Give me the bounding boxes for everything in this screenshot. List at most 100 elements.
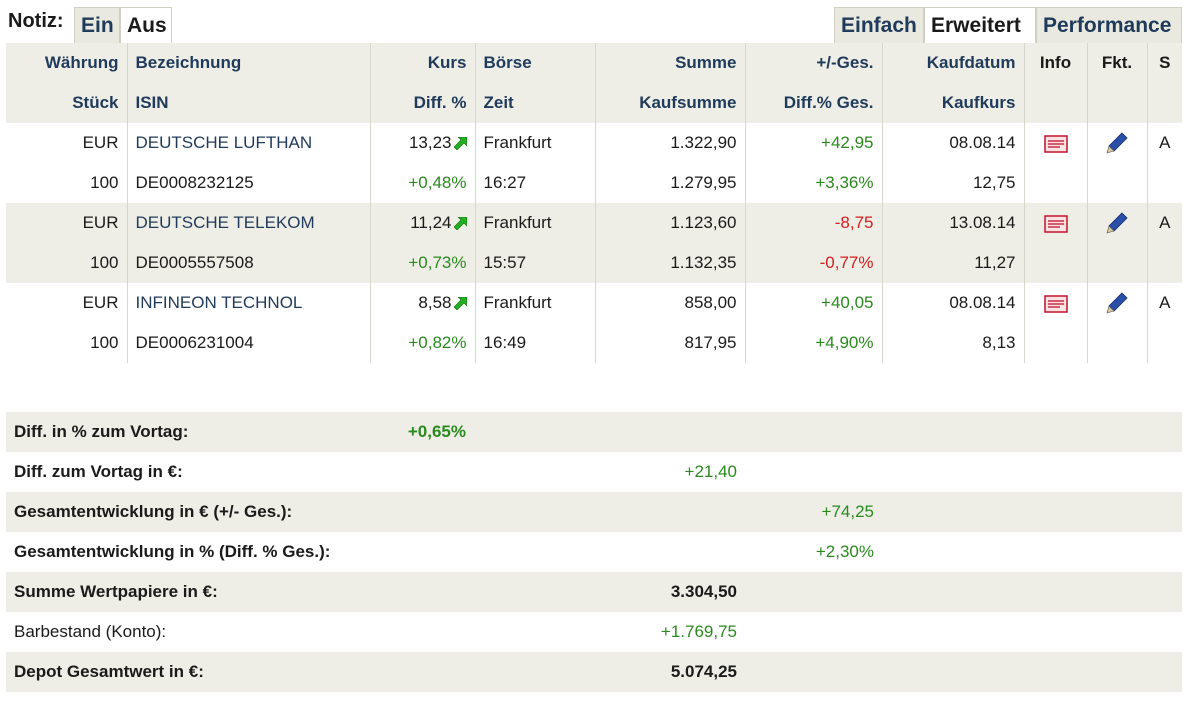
summary-gesamt-eur: Gesamtentwicklung in € (+/- Ges.): +74,2… bbox=[6, 492, 1182, 532]
header-empty bbox=[1023, 83, 1087, 123]
security-name-link[interactable]: DEUTSCHE TELEKOM bbox=[126, 203, 370, 243]
header-row-1: Währung Bezeichnung Kurs Börse Summe +/-… bbox=[6, 43, 1182, 83]
info-cell bbox=[1023, 203, 1087, 243]
info-document-icon[interactable] bbox=[1043, 294, 1068, 313]
notiz-ein-tab[interactable]: Ein bbox=[74, 7, 120, 43]
summary-value: +21,40 bbox=[684, 462, 737, 481]
header-fkt: Fkt. bbox=[1086, 43, 1147, 83]
summe-cell: 858,00 bbox=[594, 283, 745, 323]
header-kurs[interactable]: Kurs bbox=[369, 43, 475, 83]
header-bezeichnung[interactable]: Bezeichnung bbox=[126, 43, 370, 83]
currency-cell: EUR bbox=[82, 293, 119, 312]
summary-label: Barbestand (Konto): bbox=[14, 622, 167, 641]
kaufsumme-cell: 817,95 bbox=[594, 323, 745, 363]
header-stueck[interactable]: Stück bbox=[72, 93, 119, 112]
view-tab-einfach[interactable]: Einfach bbox=[834, 7, 924, 43]
empty-cell bbox=[1023, 323, 1087, 363]
diff-cell: +0,82% bbox=[369, 323, 475, 363]
summe-cell: 1.322,90 bbox=[594, 123, 745, 163]
qty-cell: 100 bbox=[90, 333, 119, 352]
summe-cell: 1.123,60 bbox=[594, 203, 745, 243]
edit-cell bbox=[1086, 123, 1147, 163]
kurs-value: 13,23 bbox=[408, 133, 452, 152]
exchange-cell: Frankfurt bbox=[474, 283, 595, 323]
info-cell bbox=[1023, 283, 1087, 323]
position-row-top: EUR DEUTSCHE TELEKOM 11,24 Frankfurt 1.123,6… bbox=[6, 203, 1182, 243]
summary-diff-vortag-eur: Diff. zum Vortag in €: +21,40 bbox=[6, 452, 1182, 492]
header-kaufdatum[interactable]: Kaufdatum bbox=[881, 43, 1024, 83]
kurs-value: 8,58 bbox=[418, 293, 452, 312]
s-cell: A bbox=[1146, 123, 1182, 163]
header-diff[interactable]: Diff. % bbox=[369, 83, 475, 123]
diff-cell: +0,73% bbox=[369, 243, 475, 283]
position-row-bottom: 100 DE0005557508 +0,73% 15:57 1.132,35 -0,77%… bbox=[6, 243, 1182, 283]
summary-label: Gesamtentwicklung in % (Diff. % Ges.): bbox=[14, 542, 331, 561]
top-bar: Notiz: Ein Aus Einfach Erweitert Perform… bbox=[0, 0, 1194, 44]
pencil-icon[interactable] bbox=[1106, 132, 1128, 154]
header-summe[interactable]: Summe bbox=[594, 43, 745, 83]
exchange-cell: Frankfurt bbox=[474, 203, 595, 243]
info-document-icon[interactable] bbox=[1043, 214, 1068, 233]
header-boerse[interactable]: Börse bbox=[474, 43, 595, 83]
position-row-top: EUR DEUTSCHE LUFTHAN 13,23 Frankfurt 1.322,9… bbox=[6, 123, 1182, 163]
isin-cell: DE0008232125 bbox=[126, 163, 370, 203]
edit-cell bbox=[1086, 283, 1147, 323]
view-tab-performance[interactable]: Performance bbox=[1036, 7, 1182, 43]
notiz-label: Notiz: bbox=[8, 10, 64, 32]
notiz-aus-tab[interactable]: Aus bbox=[120, 7, 172, 43]
kaufdatum-cell: 13.08.14 bbox=[881, 203, 1024, 243]
view-tab-erweitert[interactable]: Erweitert bbox=[924, 7, 1036, 43]
time-cell: 15:57 bbox=[474, 243, 595, 283]
pencil-icon[interactable] bbox=[1106, 292, 1128, 314]
security-name-link[interactable]: INFINEON TECHNOL bbox=[126, 283, 370, 323]
header-row-2: Stück ISIN Diff. % Zeit Kaufsumme Diff.%… bbox=[6, 83, 1182, 123]
security-name-link[interactable]: DEUTSCHE LUFTHAN bbox=[126, 123, 370, 163]
ges-cell: +42,95 bbox=[744, 123, 882, 163]
summary-section: Diff. in % zum Vortag: +0,65% Diff. zum … bbox=[6, 412, 1182, 692]
isin-cell: DE0005557508 bbox=[126, 243, 370, 283]
s-cell: A bbox=[1146, 203, 1182, 243]
summary-label: Gesamtentwicklung in € (+/- Ges.): bbox=[14, 502, 293, 521]
arrow-up-right-icon bbox=[453, 217, 467, 231]
time-cell: 16:49 bbox=[474, 323, 595, 363]
header-kaufkurs[interactable]: Kaufkurs bbox=[881, 83, 1024, 123]
portfolio-table: Währung Bezeichnung Kurs Börse Summe +/-… bbox=[6, 43, 1182, 363]
header-kaufsumme[interactable]: Kaufsumme bbox=[594, 83, 745, 123]
summary-depot-gesamtwert: Depot Gesamtwert in €: 5.074,25 bbox=[6, 652, 1182, 692]
time-cell: 16:27 bbox=[474, 163, 595, 203]
summary-value: +1.769,75 bbox=[660, 622, 737, 641]
summary-barbestand: Barbestand (Konto): +1.769,75 bbox=[6, 612, 1182, 652]
exchange-cell: Frankfurt bbox=[474, 123, 595, 163]
diff-ges-cell: -0,77% bbox=[744, 243, 882, 283]
arrow-up-right-icon bbox=[453, 137, 467, 151]
info-document-icon[interactable] bbox=[1043, 134, 1068, 153]
empty-cell bbox=[1146, 163, 1182, 203]
empty-cell bbox=[1023, 163, 1087, 203]
position-row-top: EUR INFINEON TECHNOL 8,58 Frankfurt 858,00 +4… bbox=[6, 283, 1182, 323]
summary-value: 5.074,25 bbox=[670, 662, 737, 681]
header-zeit[interactable]: Zeit bbox=[474, 83, 595, 123]
currency-cell: EUR bbox=[82, 133, 119, 152]
kaufkurs-cell: 12,75 bbox=[881, 163, 1024, 203]
kurs-cell: 11,24 bbox=[369, 203, 475, 243]
kurs-cell: 13,23 bbox=[369, 123, 475, 163]
pencil-icon[interactable] bbox=[1106, 212, 1128, 234]
info-cell bbox=[1023, 123, 1087, 163]
kaufsumme-cell: 1.279,95 bbox=[594, 163, 745, 203]
header-diff-ges[interactable]: Diff.% Ges. bbox=[744, 83, 882, 123]
header-ges[interactable]: +/-Ges. bbox=[744, 43, 882, 83]
header-waehrung[interactable]: Währung bbox=[44, 53, 119, 72]
header-s: S bbox=[1146, 43, 1182, 83]
isin-cell: DE0006231004 bbox=[126, 323, 370, 363]
summary-label: Summe Wertpapiere in €: bbox=[14, 582, 218, 601]
s-cell: A bbox=[1146, 283, 1182, 323]
empty-cell bbox=[1086, 243, 1147, 283]
kaufkurs-cell: 8,13 bbox=[881, 323, 1024, 363]
empty-cell bbox=[1086, 163, 1147, 203]
summary-value: 3.304,50 bbox=[670, 582, 737, 601]
kaufkurs-cell: 11,27 bbox=[881, 243, 1024, 283]
edit-cell bbox=[1086, 203, 1147, 243]
ges-cell: +40,05 bbox=[744, 283, 882, 323]
header-isin[interactable]: ISIN bbox=[126, 83, 370, 123]
qty-cell: 100 bbox=[90, 253, 119, 272]
